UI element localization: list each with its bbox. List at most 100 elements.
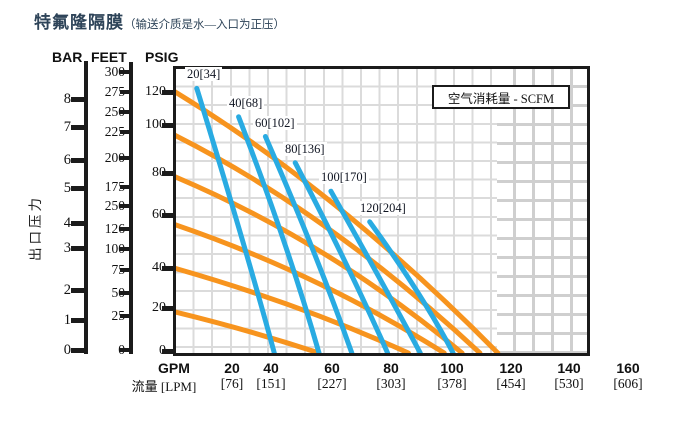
bar-tick-label: 6 <box>63 152 71 168</box>
feet-tick-mark <box>120 185 129 189</box>
legend-box: 空气消耗量 - SCFM <box>432 85 570 109</box>
psig-tick-mark <box>162 306 174 311</box>
chart-subtitle: （输送介质是水—入口为正压） <box>124 19 285 31</box>
legend-label: 空气消耗量 - SCFM <box>447 91 555 106</box>
feet-tick-label: 225 <box>104 124 125 139</box>
feet-tick-mark <box>120 70 129 74</box>
feet-tick-label: 250 <box>104 198 125 213</box>
x-tick-gpm-label: 100 <box>440 360 464 376</box>
feet-tick-mark <box>120 110 129 114</box>
feet-axis-line <box>129 62 133 354</box>
psig-tick-label: 60 <box>152 207 166 222</box>
x-tick-gpm-label: 40 <box>263 360 279 376</box>
bar-tick-label: 8 <box>63 91 71 107</box>
psig-tick-mark <box>162 213 174 218</box>
feet-tick-label: 275 <box>104 84 125 99</box>
air-curve-label: 40[68] <box>227 96 265 110</box>
bar-tick-label: 7 <box>63 119 71 135</box>
air-curve-60[102] <box>262 134 355 353</box>
plot-grid-coarse <box>497 69 587 353</box>
feet-tick-mark <box>120 156 129 160</box>
feet-tick-label: 75 <box>111 262 126 277</box>
feet-tick-mark <box>120 291 129 295</box>
psig-tick-label: 20 <box>152 300 166 315</box>
feet-tick-mark <box>120 204 129 208</box>
x-tick-lpm-label: [76] <box>220 376 244 391</box>
feet-tick-mark <box>120 247 129 251</box>
x-tick-lpm-label: [227] <box>317 376 347 391</box>
bar-tick-label: 1 <box>63 312 71 328</box>
bar-tick-mark <box>71 158 84 163</box>
x-tick-gpm-label: 60 <box>324 360 340 376</box>
feet-tick-label: 300 <box>104 64 125 79</box>
psig-tick-label: 80 <box>152 165 166 180</box>
feet-tick-label: 250 <box>104 104 125 119</box>
bar-tick-label: 3 <box>63 240 71 256</box>
psig-tick-label: 100 <box>145 117 166 132</box>
x-tick-lpm-label: [606] <box>613 376 643 391</box>
feet-tick-label: 126 <box>104 221 125 236</box>
bar-axis-header: BAR <box>52 49 83 65</box>
x-tick-gpm-label: 20 <box>224 360 240 376</box>
bar-tick-mark <box>71 288 84 293</box>
feet-tick-label: 50 <box>111 285 126 300</box>
air-curve-100[170] <box>328 188 423 353</box>
feet-tick-label: 175 <box>104 179 125 194</box>
psig-tick-mark <box>162 266 174 271</box>
feet-tick-mark <box>120 130 129 134</box>
psig-axis-header: PSIG <box>145 49 179 65</box>
x-tick-gpm-label: 80 <box>383 360 399 376</box>
bar-tick-mark <box>71 221 84 226</box>
feet-tick-mark <box>120 314 129 318</box>
bar-tick-label: 2 <box>63 282 71 298</box>
psig-tick-label: 40 <box>152 260 166 275</box>
feet-tick-mark <box>120 348 129 352</box>
bar-tick-mark <box>71 125 84 130</box>
bar-tick-label: 5 <box>63 180 71 196</box>
air-curve-120[204] <box>367 219 456 353</box>
bar-tick-mark <box>71 186 84 191</box>
feet-axis-header: FEET <box>91 49 127 65</box>
feet-tick-label: 100 <box>104 241 125 256</box>
psig-tick-mark <box>162 90 174 95</box>
bar-tick-mark <box>71 348 84 353</box>
air-curve-label: 100[170] <box>319 170 369 184</box>
x-tick-lpm-label: [454] <box>496 376 526 391</box>
pump-curve-3 <box>176 174 465 353</box>
x-tick-lpm-label: [530] <box>554 376 584 391</box>
psig-tick-mark <box>162 349 174 354</box>
bar-tick-mark <box>71 97 84 102</box>
feet-tick-mark <box>120 227 129 231</box>
x-tick-lpm-label: [378] <box>437 376 467 391</box>
psig-tick-mark <box>162 123 174 128</box>
x-tick-lpm-label: [303] <box>376 376 406 391</box>
x-tick-gpm-label: 160 <box>616 360 640 376</box>
bar-axis-line <box>84 61 88 354</box>
air-curve-label: 80[136] <box>283 142 327 156</box>
air-curve-80[136] <box>292 160 391 353</box>
air-curve-label: 20[34] <box>185 67 223 81</box>
x-axis-flow-label: 流量 [LPM] <box>131 379 197 394</box>
page-title: 特氟隆隔膜（输送介质是水—入口为正压） <box>34 8 654 33</box>
x-tick-lpm-label: [151] <box>256 376 286 391</box>
x-tick-gpm-label: 120 <box>499 360 523 376</box>
bar-tick-mark <box>71 246 84 251</box>
air-curve-20[34] <box>194 85 277 353</box>
air-curve-label: 60[102] <box>253 116 297 130</box>
pump-curve-6 <box>176 309 322 353</box>
air-curve-40[68] <box>236 114 322 353</box>
feet-tick-label: 25 <box>111 308 126 323</box>
bar-tick-mark <box>71 318 84 323</box>
bar-tick-label: 0 <box>63 342 71 358</box>
chart-title: 特氟隆隔膜 <box>34 13 124 32</box>
psig-tick-mark <box>162 171 174 176</box>
psig-tick-label: 120 <box>145 84 166 99</box>
bar-tick-label: 4 <box>63 215 71 231</box>
feet-tick-mark <box>120 90 129 94</box>
feet-tick-label: 200 <box>104 150 125 165</box>
x-axis-unit-label: GPM <box>158 360 190 376</box>
feet-tick-mark <box>120 268 129 272</box>
air-curve-label: 120[204] <box>358 201 408 215</box>
